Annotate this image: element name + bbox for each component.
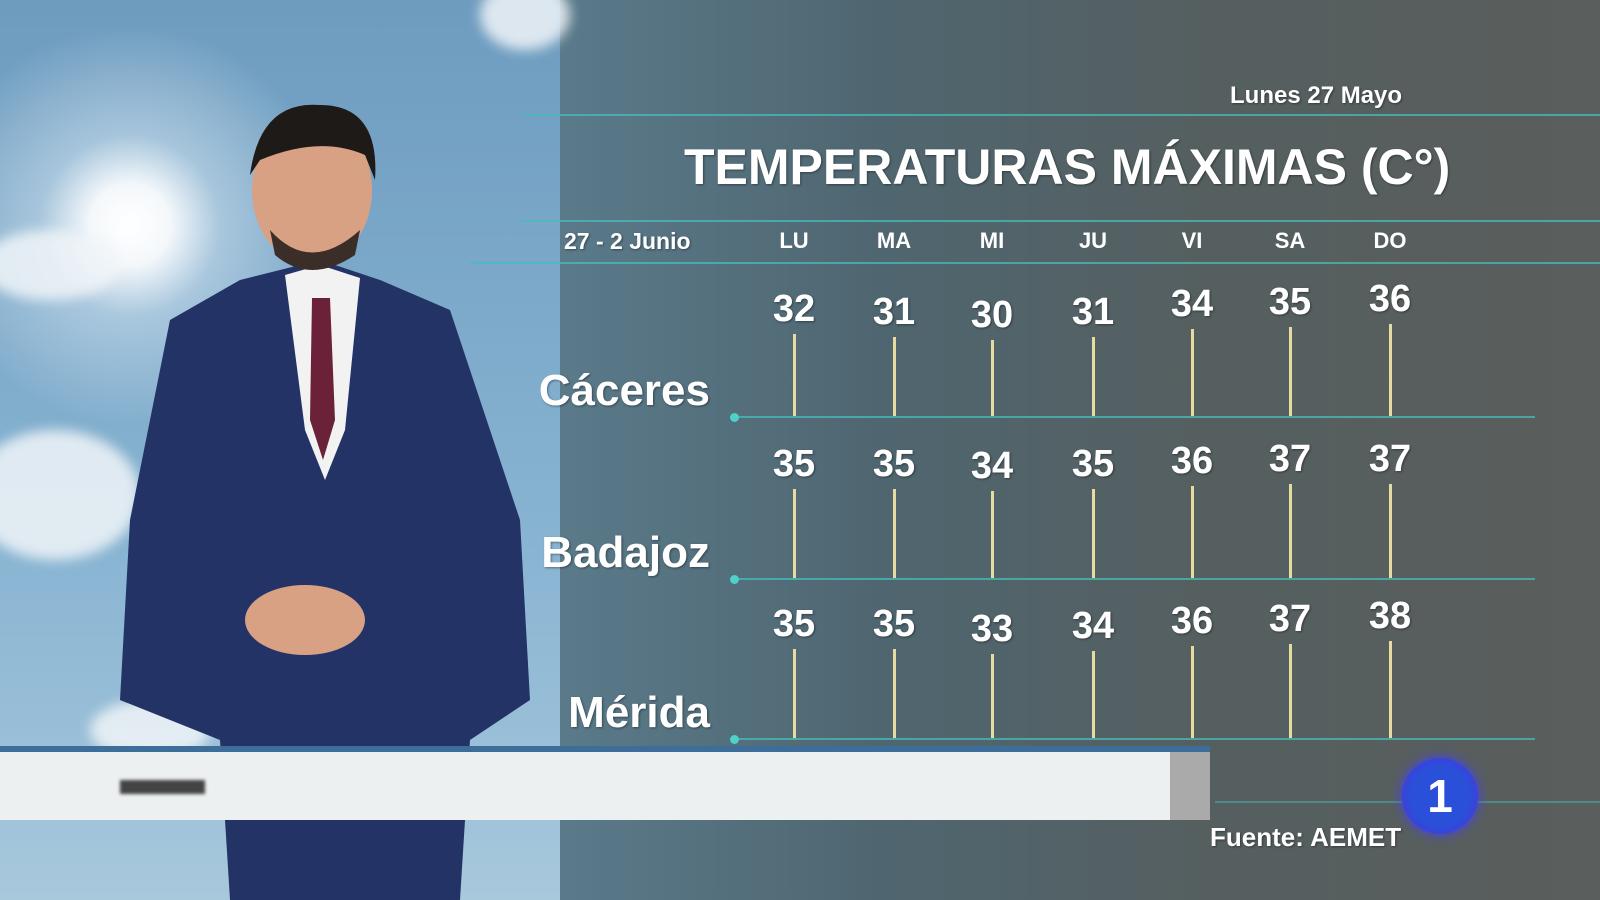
day-label-do: DO [1373,228,1407,253]
temperature-value: 30 [970,293,1014,336]
tve1-logo: 1 [1402,758,1478,834]
divider [470,262,1600,264]
source-label: Fuente: AEMET [1210,822,1402,852]
temperature-value: 35 [772,442,816,485]
day-label-vi: VI [1181,228,1203,253]
temperature-value: 34 [970,445,1014,488]
temperature-value: 31 [872,290,916,333]
temperature-value: 31 [1071,290,1115,333]
temperature-stem [1191,486,1194,578]
temperature-stem [991,491,994,578]
temperature-stem [1191,646,1194,738]
day-label-ju: JU [1078,228,1108,253]
temperature-stem [793,334,796,416]
temperature-stem [793,488,796,578]
temperature-value: 34 [1071,605,1115,648]
temperature-value: 37 [1368,437,1412,480]
temperature-stem [1289,483,1292,578]
temperature-value: 36 [1170,600,1214,643]
temperature-value: 37 [1268,597,1312,640]
temperature-stem [1389,324,1392,416]
temperature-value: 34 [1170,283,1214,326]
temperature-value: 36 [1368,278,1412,321]
temperature-stem [1289,643,1292,738]
temperature-stem [1092,651,1095,738]
temperature-value: 32 [772,288,816,331]
temperature-value: 35 [1268,280,1312,323]
temperature-stem [991,339,994,416]
baseline-2 [735,738,1535,740]
temperature-stem [1191,329,1194,416]
temperature-value: 37 [1268,437,1312,480]
baseline-dot [730,575,739,584]
temperature-stem [893,336,896,416]
cloud [0,430,140,560]
chart-title: TEMPERATURAS MÁXIMAS (C°) [684,139,1451,195]
lower-third-banner [0,752,1170,820]
divider [520,114,1600,116]
temperature-stem [893,648,896,738]
day-label-mi: MI [979,228,1005,253]
banner-end [1170,752,1210,820]
temperature-value: 35 [772,602,816,645]
day-label-ma: MA [876,228,912,253]
presenter-image [120,104,530,900]
temperature-value: 35 [1071,442,1115,485]
temperature-stem [1092,336,1095,416]
city-label: Cáceres [538,366,710,415]
banner-top-stripe [0,746,1210,752]
temperature-value: 36 [1170,440,1214,483]
temperature-stem [1289,326,1292,416]
day-label-sa: SA [1274,228,1306,253]
period-label: 27 - 2 Junio [564,228,691,254]
cloud [0,230,120,300]
temperature-value: 38 [1368,595,1412,638]
city-label: Mérida [568,688,710,737]
temperature-stem [793,648,796,738]
temperature-value: 35 [872,442,916,485]
baseline-dot [730,413,739,422]
date-label: Lunes 27 Mayo [1230,82,1403,109]
temperature-stem [893,488,896,578]
day-label-lu: LU [779,228,809,253]
baseline-1 [735,578,1535,580]
temperature-stem [1092,488,1095,578]
temperature-stem [991,653,994,738]
program-logo [120,780,205,794]
temperature-stem [1389,483,1392,578]
temperature-stem [1389,641,1392,738]
baseline-dot [730,735,739,744]
city-label: Badajoz [541,528,710,577]
temperature-value: 35 [872,602,916,645]
baseline-0 [735,416,1535,418]
divider [520,220,1600,222]
temperature-value: 33 [970,607,1014,650]
